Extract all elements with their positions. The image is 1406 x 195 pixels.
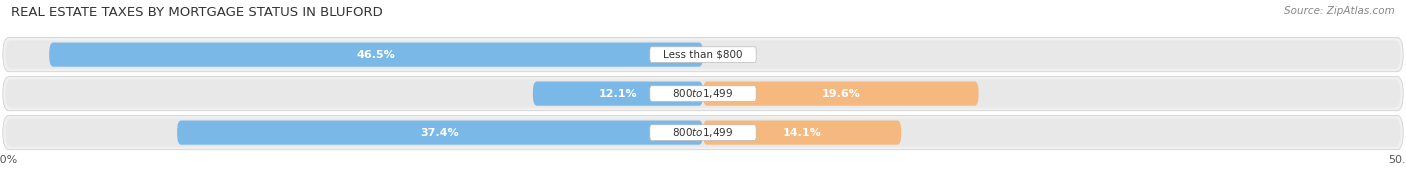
FancyBboxPatch shape — [49, 43, 703, 67]
Text: 46.5%: 46.5% — [357, 50, 395, 60]
Text: 0.0%: 0.0% — [714, 50, 742, 60]
FancyBboxPatch shape — [650, 125, 756, 140]
Text: 14.1%: 14.1% — [783, 128, 821, 138]
Text: Less than $800: Less than $800 — [664, 50, 742, 60]
FancyBboxPatch shape — [177, 121, 703, 145]
Text: 37.4%: 37.4% — [420, 128, 460, 138]
Text: 12.1%: 12.1% — [599, 89, 637, 99]
Text: REAL ESTATE TAXES BY MORTGAGE STATUS IN BLUFORD: REAL ESTATE TAXES BY MORTGAGE STATUS IN … — [11, 6, 382, 19]
Text: $800 to $1,499: $800 to $1,499 — [672, 87, 734, 100]
FancyBboxPatch shape — [650, 86, 756, 101]
FancyBboxPatch shape — [650, 47, 756, 62]
FancyBboxPatch shape — [703, 121, 901, 145]
FancyBboxPatch shape — [3, 76, 1403, 111]
FancyBboxPatch shape — [6, 80, 1400, 108]
Text: $800 to $1,499: $800 to $1,499 — [672, 126, 734, 139]
FancyBboxPatch shape — [533, 82, 703, 106]
FancyBboxPatch shape — [703, 82, 979, 106]
FancyBboxPatch shape — [3, 37, 1403, 72]
Text: 19.6%: 19.6% — [821, 89, 860, 99]
FancyBboxPatch shape — [6, 119, 1400, 147]
FancyBboxPatch shape — [3, 115, 1403, 150]
Legend: Without Mortgage, With Mortgage: Without Mortgage, With Mortgage — [583, 192, 823, 195]
Text: Source: ZipAtlas.com: Source: ZipAtlas.com — [1284, 6, 1395, 16]
FancyBboxPatch shape — [6, 41, 1400, 69]
